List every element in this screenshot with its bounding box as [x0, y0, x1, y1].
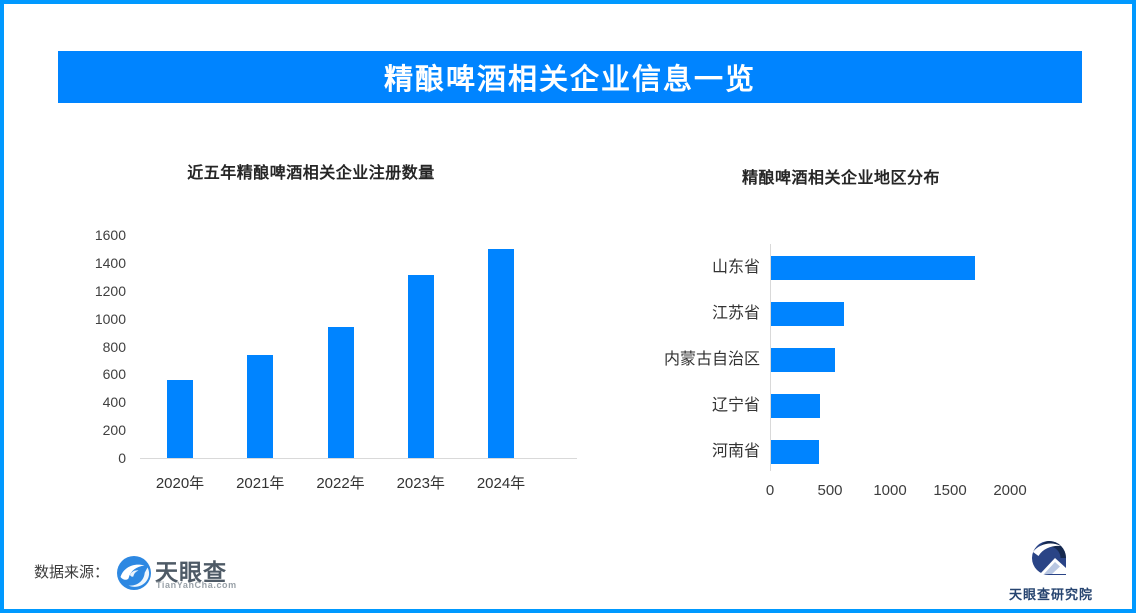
y-axis-tick-label: 0: [118, 450, 126, 466]
y-axis-tick-label: 1000: [94, 310, 126, 327]
y-category-label: 山东省: [711, 259, 760, 276]
y-category-label: 河南省: [711, 443, 760, 460]
y-axis-tick-label: 800: [102, 338, 126, 355]
data-source-label: 数据来源：: [34, 564, 110, 581]
left-chart-title: 近五年精酿啤酒相关企业注册数量: [187, 165, 435, 182]
x-category-label: 2022年: [316, 475, 365, 492]
bar-2024年: [488, 248, 514, 458]
bar-2023年: [407, 274, 434, 458]
bar-2020年: [167, 379, 193, 458]
bar-2022年: [327, 326, 354, 458]
research-institute-icon: [1031, 541, 1066, 575]
y-axis-tick-label: 400: [102, 394, 126, 411]
bar-2021年: [247, 354, 274, 458]
x-category-label: 2021年: [236, 475, 285, 492]
x-axis-tick-label: 1000: [873, 482, 907, 499]
x-axis-line: [140, 458, 577, 459]
x-category-label: 2024年: [476, 475, 526, 492]
tianyancha-logo: 天眼查 TianYanCha.com: [116, 553, 236, 593]
bar-辽宁省: [771, 394, 821, 418]
x-axis-tick-label: 0: [765, 482, 775, 499]
tianyancha-research-logo: 天眼查研究院: [1003, 538, 1099, 602]
y-axis-tick-label: 1400: [94, 254, 126, 271]
tianyancha-logo-url-text: TianYanCha.com: [156, 580, 237, 590]
research-institute-label: 天眼查研究院: [1008, 587, 1093, 602]
x-axis-tick-label: 500: [817, 482, 843, 499]
bar-河南省: [771, 440, 819, 464]
bar-山东省: [771, 256, 975, 280]
x-axis-tick-label: 1500: [933, 482, 967, 499]
x-category-label: 2020年: [155, 475, 205, 492]
y-axis-line: [770, 244, 771, 471]
tianyancha-logo-text: 天眼查: [155, 559, 227, 585]
y-axis-tick-label: 200: [102, 422, 126, 439]
x-axis-tick-label: 2000: [993, 482, 1027, 499]
y-axis-tick-label: 1600: [94, 227, 126, 243]
tianyancha-swirl-icon: [117, 556, 151, 590]
bar-内蒙古自治区: [771, 348, 836, 372]
y-axis-tick-label: 600: [102, 366, 126, 383]
right-chart-title: 精酿啤酒相关企业地区分布: [741, 170, 940, 187]
y-category-label: 辽宁省: [711, 397, 760, 414]
banner: 精酿啤酒相关企业信息一览: [58, 51, 1082, 103]
x-category-label: 2023年: [396, 475, 445, 492]
y-axis-tick-label: 1200: [94, 282, 126, 299]
page-title: 精酿啤酒相关企业信息一览: [383, 64, 756, 96]
y-category-label: 江苏省: [711, 305, 760, 322]
bar-江苏省: [771, 302, 845, 326]
y-category-label: 内蒙古自治区: [663, 351, 760, 368]
